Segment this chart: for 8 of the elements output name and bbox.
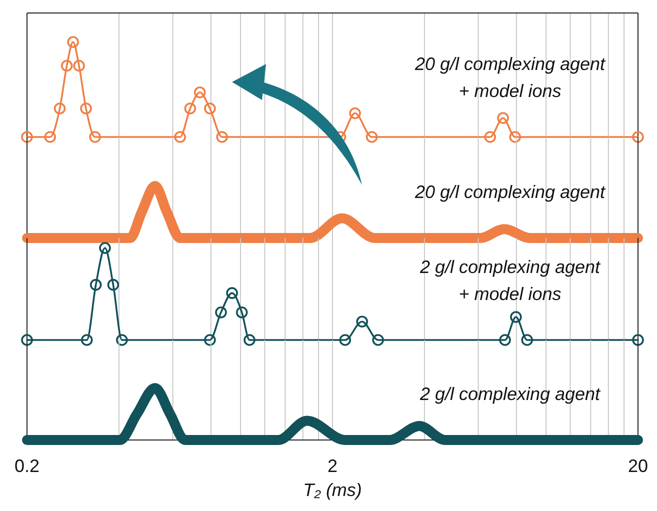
series-label: 2 g/l complexing agent bbox=[418, 384, 602, 404]
series-label: 20 g/l complexing agent + model ions bbox=[414, 54, 606, 101]
x-tick-label: 2 bbox=[327, 456, 338, 476]
x-axis-title: T₂ (ms) bbox=[303, 480, 362, 500]
series-label: 2 g/l complexing agent + model ions bbox=[418, 257, 602, 304]
x-tick-label: 20 bbox=[628, 456, 648, 476]
series-label: 20 g/l complexing agent bbox=[414, 182, 606, 202]
x-tick-label: 0.2 bbox=[14, 456, 40, 476]
